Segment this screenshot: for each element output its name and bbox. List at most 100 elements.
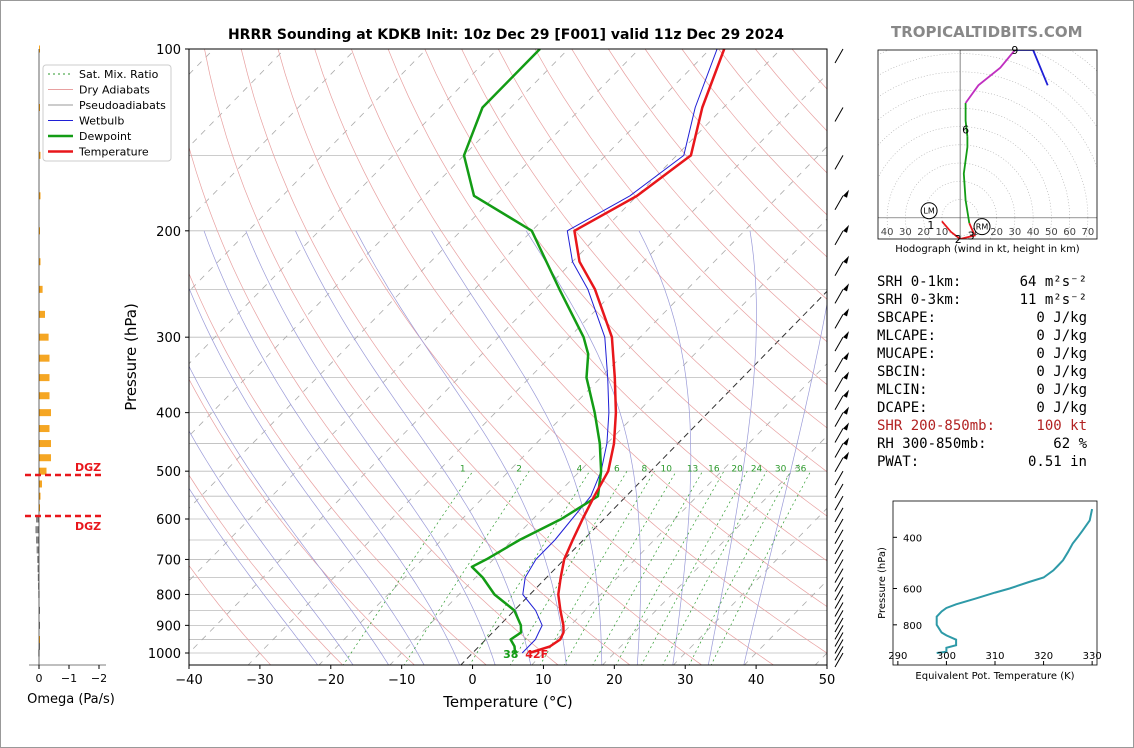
mixing-ratio-label: 30 (775, 464, 787, 474)
x-tick-label: −10 (388, 673, 415, 688)
omega-x-tick-label: −2 (91, 672, 107, 685)
wind-barb-flag (843, 331, 849, 340)
legend-entry: Wetbulb (79, 115, 124, 128)
theta-e-y-tick-label: 400 (903, 533, 922, 544)
hodograph-height-label: 2 (955, 233, 962, 246)
wind-barb-flag (843, 283, 849, 292)
wind-barb-flag (843, 389, 849, 398)
stat-label: RH 300-850mb: (877, 436, 987, 452)
mixing-ratio-label: 24 (751, 464, 763, 474)
stat-label: PWAT: (877, 454, 920, 470)
skewt-frame (188, 48, 828, 666)
pseudoadiabat (638, 230, 692, 665)
mixing-ratio-label: 8 (642, 464, 648, 474)
hodograph-segment (962, 136, 971, 224)
theta-e-x-tick-label: 290 (888, 651, 907, 662)
pseudoadiabat (189, 487, 319, 665)
dry-adiabat (189, 564, 272, 665)
mixing-ratio-label: 6 (614, 464, 620, 474)
wind-barb (834, 443, 844, 458)
isotherm (189, 49, 711, 582)
legend-entry: Temperature (78, 146, 149, 159)
omega-bar (37, 555, 39, 563)
theta-e-line (935, 508, 1094, 654)
x-tick-label: 20 (606, 673, 623, 688)
dewpoint-line (462, 49, 603, 654)
stat-row: MLCAPE: 0 J/kg (877, 327, 1127, 345)
hodograph-inner (878, 50, 1097, 239)
wind-barb (834, 549, 844, 565)
omega-bar (35, 526, 39, 534)
stats-panel: SRH 0-1km: 64 m²s⁻² SRH 0-3km: 11 m²s⁻² SBCA… (877, 273, 1127, 471)
wind-barb-flag (843, 352, 849, 361)
wind-barb-flag (843, 308, 849, 317)
pseudoadiabat (189, 365, 390, 665)
omega-bar (39, 285, 43, 293)
omega-bar (39, 374, 50, 382)
omega-bar (36, 515, 39, 523)
omega-bar (36, 546, 39, 554)
hodograph-height-label: 1 (927, 219, 934, 232)
skewt-background: 1 2 4 6 8 10 13 16 20 24 30 36 (189, 49, 827, 665)
x-tick-label: 50 (819, 673, 836, 688)
omega-bar (39, 480, 42, 488)
stat-value: 100 kt (1036, 418, 1087, 434)
stat-label: MLCAPE: (877, 328, 937, 344)
y-tick-label: 900 (156, 619, 181, 634)
mixing-ratio-label: 20 (731, 464, 743, 474)
wind-barb (834, 457, 844, 472)
dry-adiabat (277, 49, 775, 665)
hodograph-height-label: 6 (962, 123, 969, 136)
wetbulb-line (521, 49, 718, 654)
stat-row: SBCIN: 0 J/kg (877, 363, 1127, 381)
pseudoadiabat (525, 230, 642, 665)
hodograph-ring-label: 40 (1027, 227, 1040, 238)
omega-bar (39, 425, 50, 433)
pseudoadiabat (743, 302, 827, 665)
y-tick-label: 600 (156, 513, 181, 528)
wind-barb (834, 610, 844, 625)
stat-value: 11 m²s⁻² (1019, 292, 1087, 308)
stat-value: 0 J/kg (1036, 346, 1087, 362)
hodograph: 403020101020304050607096321LMRMHodograph… (877, 44, 1098, 255)
theta-e-y-tick-label: 800 (903, 621, 922, 632)
wind-barb (834, 314, 844, 329)
mixing-ratio-line (469, 471, 590, 665)
omega-bar (39, 409, 51, 417)
wind-barb (834, 195, 844, 211)
omega-bar (39, 606, 40, 614)
mixing-ratio-label: 10 (661, 464, 673, 474)
wind-barb (834, 529, 844, 544)
rm-label: RM (976, 223, 989, 232)
wind-barb (834, 639, 844, 654)
dry-adiabat (497, 49, 827, 429)
hodograph-segment (941, 220, 976, 239)
hodograph-ring-label: 70 (1082, 227, 1095, 238)
mixing-ratio-line (563, 471, 677, 665)
hodograph-segment (1014, 50, 1049, 86)
hodograph-ring-label: 60 (1063, 227, 1076, 238)
mixing-ratio-line (641, 471, 748, 665)
dry-adiabat (189, 272, 487, 665)
mixing-ratio-line (688, 471, 792, 665)
omega-panel: 0 −1 −2 Omega (Pa/s) DGZ DGZ (25, 45, 115, 707)
mixing-ratio-label: 4 (577, 464, 583, 474)
stat-value: 62 % (1053, 436, 1087, 452)
wind-barb-flag (843, 422, 849, 431)
wind-barb (834, 539, 844, 555)
omega-bar (39, 104, 40, 112)
wind-barb (834, 646, 844, 661)
dry-adiabat (189, 145, 559, 665)
lm-marker (920, 202, 938, 220)
x-tick-label: −40 (175, 673, 202, 688)
hodograph-ring-label: 30 (899, 227, 912, 238)
y-tick-label: 100 (156, 43, 181, 58)
legend-entry: Dewpoint (79, 130, 132, 143)
theta-e-x-tick-label: 310 (985, 651, 1004, 662)
y-tick-label: 300 (156, 331, 181, 346)
legend-entry: Pseudoadiabats (79, 99, 166, 112)
pseudoadiabat (707, 230, 757, 665)
omega-bar (39, 258, 41, 266)
